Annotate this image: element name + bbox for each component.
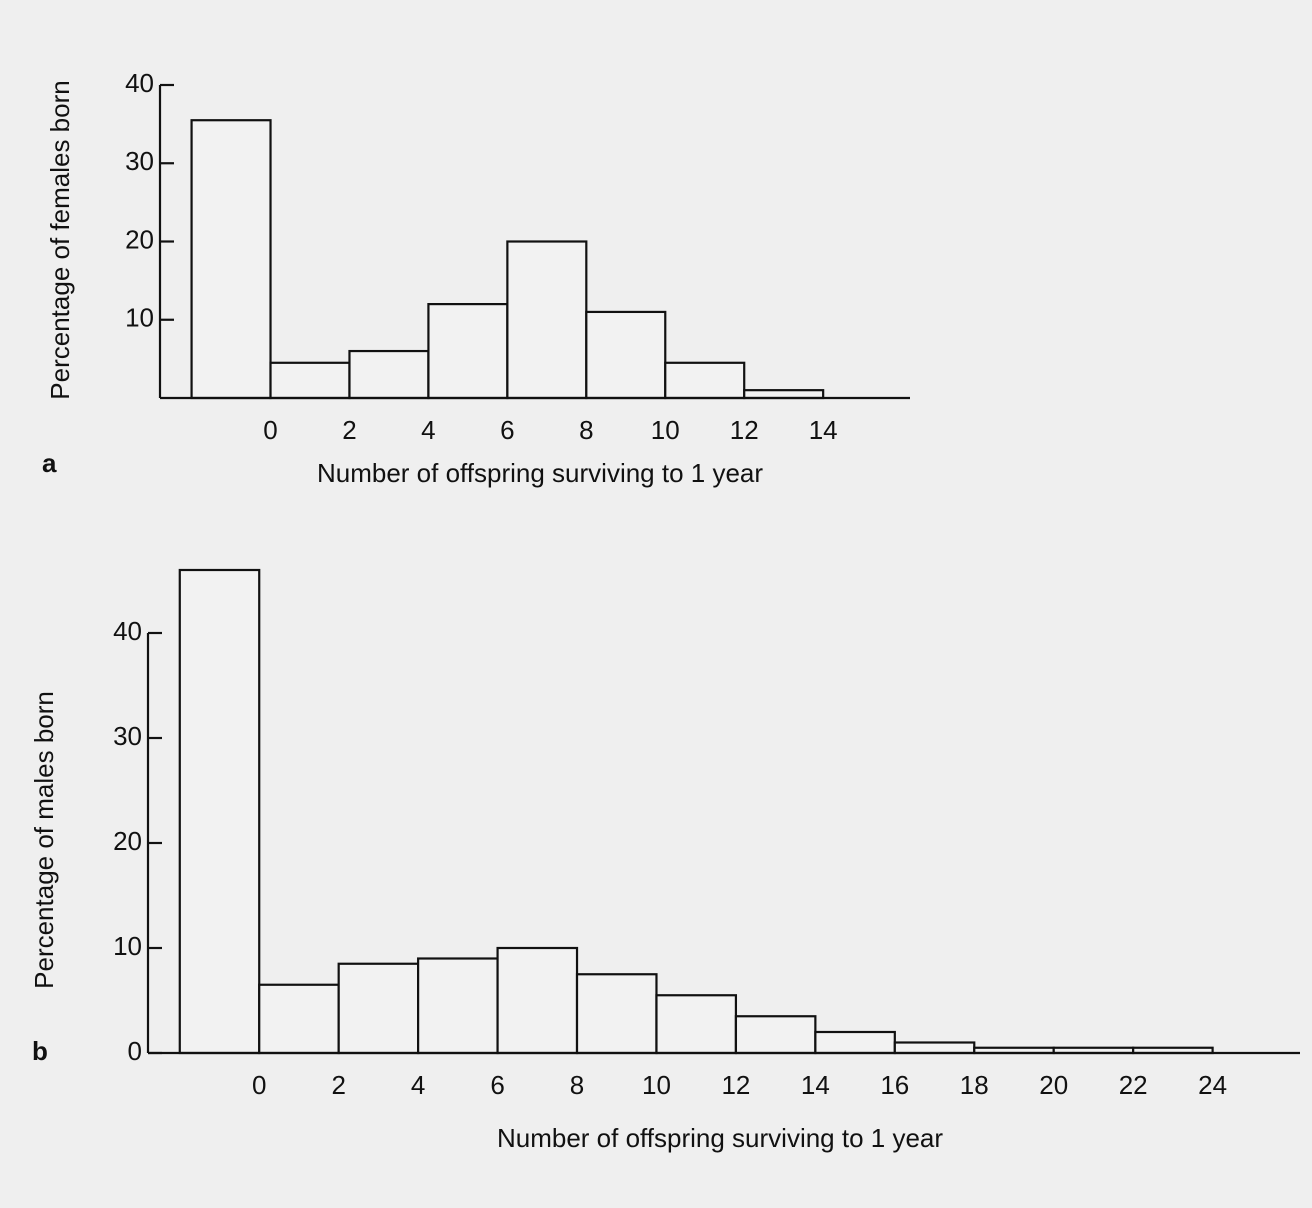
bar <box>506 240 588 400</box>
x-tick-label: 8 <box>570 1070 584 1100</box>
y-tick-label: 40 <box>113 616 142 646</box>
bar <box>427 303 509 400</box>
x-tick-label: 6 <box>490 1070 504 1100</box>
x-tick-label: 0 <box>252 1070 266 1100</box>
x-tick-label: 2 <box>331 1070 345 1100</box>
bar <box>178 568 261 1055</box>
y-tick-label: 30 <box>125 146 154 176</box>
bar <box>575 973 658 1055</box>
x-tick-label: 12 <box>730 415 759 445</box>
bar <box>734 1015 817 1055</box>
bar <box>417 957 499 1055</box>
bar <box>258 983 340 1055</box>
x-tick-label: 4 <box>411 1070 425 1100</box>
bar <box>496 946 579 1055</box>
x-tick-label: 20 <box>1039 1070 1068 1100</box>
bar <box>585 310 667 400</box>
bar <box>190 119 272 400</box>
x-tick-label: 4 <box>421 415 435 445</box>
y-axis-label: Percentage of males born <box>29 691 59 989</box>
x-tick-label: 14 <box>801 1070 830 1100</box>
x-tick-label: 16 <box>880 1070 909 1100</box>
bar <box>743 389 825 400</box>
y-tick-label: 10 <box>125 303 154 333</box>
bar <box>348 349 430 400</box>
panel-label: b <box>32 1036 48 1066</box>
bar <box>337 962 420 1055</box>
x-axis-label: Number of offspring surviving to 1 year <box>317 458 763 488</box>
x-tick-label: 0 <box>263 415 277 445</box>
bar <box>269 361 351 400</box>
bar <box>655 994 738 1055</box>
y-tick-label: 30 <box>113 721 142 751</box>
x-tick-label: 10 <box>642 1070 671 1100</box>
y-tick-label: 20 <box>113 826 142 856</box>
x-tick-label: 10 <box>651 415 680 445</box>
x-tick-label: 24 <box>1198 1070 1227 1100</box>
x-tick-label: 18 <box>960 1070 989 1100</box>
x-tick-label: 12 <box>721 1070 750 1100</box>
panel-label: a <box>42 448 57 478</box>
y-tick-label: 10 <box>113 931 142 961</box>
bar <box>664 361 746 400</box>
x-tick-label: 14 <box>809 415 838 445</box>
bar <box>893 1041 976 1055</box>
x-axis-label: Number of offspring surviving to 1 year <box>497 1123 943 1153</box>
y-axis-label: Percentage of females born <box>45 80 75 399</box>
y-tick-label: 20 <box>125 224 154 254</box>
x-tick-label: 2 <box>342 415 356 445</box>
x-tick-label: 6 <box>500 415 514 445</box>
x-tick-label: 22 <box>1119 1070 1148 1100</box>
bar <box>814 1030 896 1055</box>
x-tick-label: 8 <box>579 415 593 445</box>
y-tick-label: 40 <box>125 68 154 98</box>
y-tick-label: 0 <box>128 1036 142 1066</box>
